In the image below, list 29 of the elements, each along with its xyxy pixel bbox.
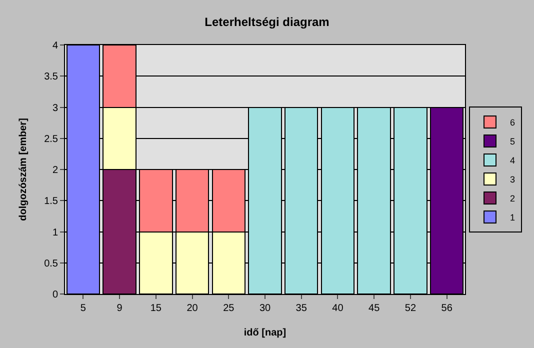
chart-title: Leterheltségi diagram — [204, 14, 330, 29]
x-tick-label: 30 — [259, 303, 271, 314]
x-tick-label: 5 — [80, 303, 86, 314]
y-tick-label: 2.5 — [44, 134, 58, 145]
x-tick-label: 20 — [186, 303, 198, 314]
y-tick-label: 0 — [52, 290, 58, 300]
x-axis-title: idő [nap] — [244, 328, 286, 338]
y-tick-label: 1.5 — [44, 196, 58, 208]
legend-label: 5 — [510, 136, 516, 147]
legend-label: 4 — [510, 156, 516, 166]
x-tick-label: 56 — [441, 303, 453, 314]
legend-label: 3 — [510, 174, 516, 185]
y-tick-label: 0.5 — [44, 258, 58, 270]
x-tick-label: 9 — [116, 303, 123, 314]
x-tick-label: 35 — [296, 303, 308, 314]
x-tick-label: 45 — [368, 303, 380, 314]
y-tick-label: 3 — [52, 102, 58, 114]
legend-label: 1 — [510, 212, 516, 223]
y-tick-label: 2 — [52, 165, 58, 176]
legend-label: 2 — [510, 194, 516, 204]
y-tick-label: 3.5 — [44, 72, 58, 83]
x-tick-label: 15 — [150, 303, 162, 314]
y-tick-label: 4 — [52, 40, 58, 52]
y-axis-title: dolgozószám [ember] — [18, 118, 30, 221]
x-tick-label: 52 — [404, 303, 416, 314]
x-tick-label: 25 — [223, 303, 235, 314]
x-tick-label: 40 — [332, 303, 344, 314]
legend-label: 6 — [510, 118, 516, 128]
y-tick-label: 1 — [52, 227, 58, 238]
